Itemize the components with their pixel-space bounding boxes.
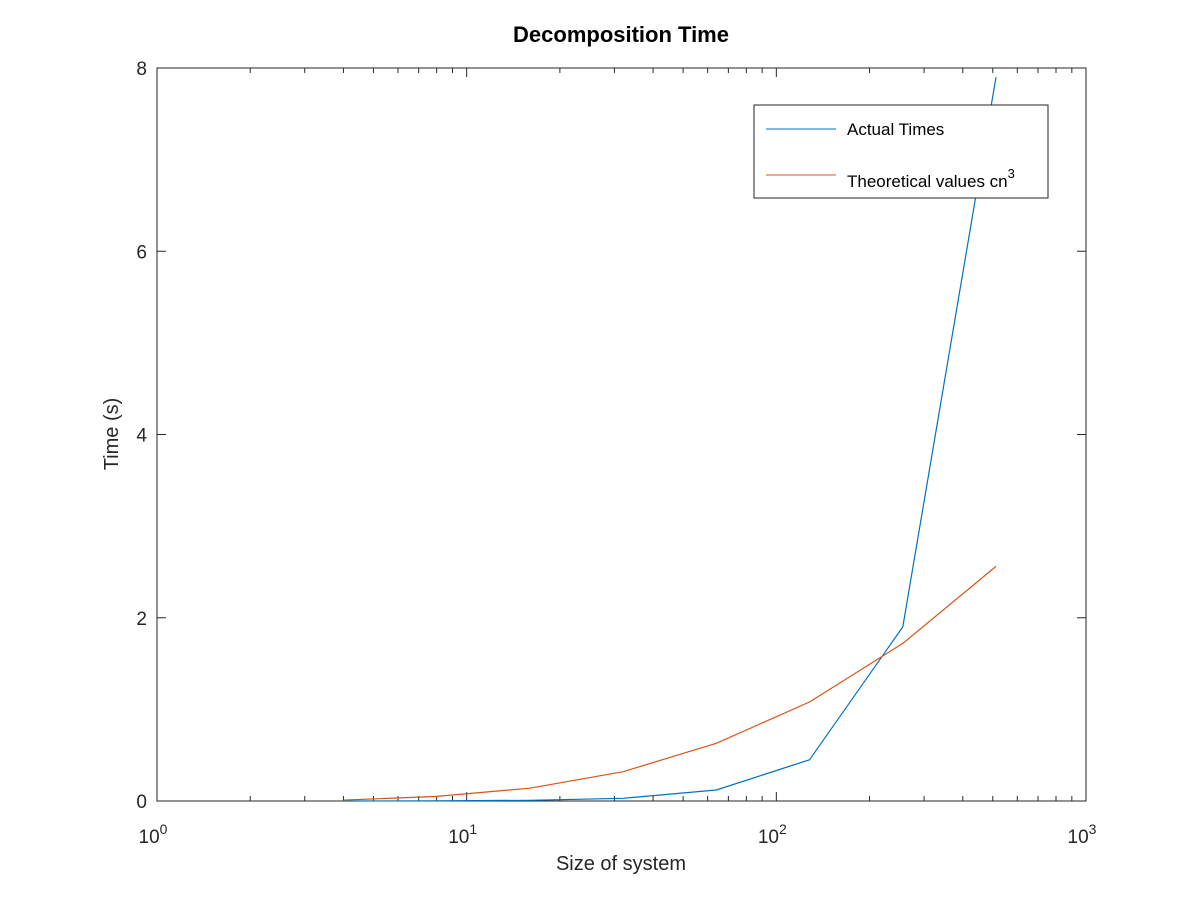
legend-label-theoretical-values: Theoretical values cn3 <box>847 166 1015 191</box>
x-tick-label-exponent: 2 <box>779 821 787 837</box>
y-tick-label: 0 <box>136 792 147 813</box>
y-tick-labels: 0 2 4 6 8 <box>136 59 147 813</box>
major-ticks <box>156 67 1087 802</box>
x-tick-labels: 100 101 102 103 <box>139 821 1097 848</box>
x-tick-label: 102 <box>758 821 787 848</box>
legend-label-theoretical-text: Theoretical values cn <box>847 172 1008 191</box>
x-tick-label-base: 10 <box>1068 827 1089 848</box>
series-line-actual-times <box>343 77 997 802</box>
series-lines <box>343 77 997 802</box>
x-tick-label: 100 <box>139 821 168 848</box>
x-tick-label: 103 <box>1068 821 1097 848</box>
legend-box <box>753 104 1049 199</box>
y-tick-label: 4 <box>136 426 147 447</box>
chart-title: Decomposition Time <box>513 22 729 47</box>
x-tick-label-base: 10 <box>448 827 469 848</box>
x-tick-label-exponent: 1 <box>469 821 477 837</box>
x-tick-label-base: 10 <box>758 827 779 848</box>
legend: Actual Times Theoretical values cn3 <box>753 104 1049 199</box>
x-tick-label-exponent: 3 <box>1089 821 1097 837</box>
x-axis-label: Size of system <box>556 853 686 875</box>
y-tick-label: 8 <box>136 59 147 80</box>
x-tick-label-exponent: 0 <box>160 821 168 837</box>
y-tick-label: 6 <box>136 242 147 263</box>
y-axis-label: Time (s) <box>101 398 123 471</box>
series-line-theoretical-values <box>343 565 997 801</box>
x-tick-label-base: 10 <box>139 827 160 848</box>
legend-label-actual-times: Actual Times <box>847 120 944 139</box>
y-tick-label: 2 <box>136 609 147 630</box>
legend-label-theoretical-superscript: 3 <box>1008 166 1015 181</box>
x-tick-label: 101 <box>448 821 477 848</box>
